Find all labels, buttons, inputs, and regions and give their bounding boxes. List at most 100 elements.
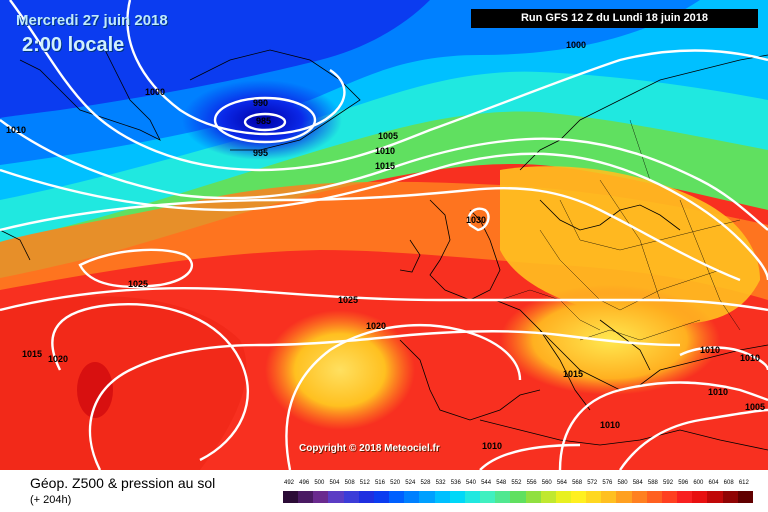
scale-swatch xyxy=(313,491,329,503)
scale-swatch xyxy=(434,491,450,503)
isobar-label: 1025 xyxy=(128,279,148,289)
isobar-label: 995 xyxy=(253,148,268,158)
isobar-label: 1000 xyxy=(566,40,586,50)
scale-swatch xyxy=(373,491,390,503)
scale-label: 500 xyxy=(314,480,325,486)
isobar-label: 1010 xyxy=(740,353,760,363)
isobar-label: 1015 xyxy=(375,161,395,171)
z500-band-deepblue xyxy=(0,0,430,118)
scale-swatch xyxy=(358,491,374,503)
isobar-label: 985 xyxy=(256,116,271,126)
isobar-labels: 1000 1000 1010 990 985 995 1005 1010 101… xyxy=(6,40,765,451)
isobar-label: 1010 xyxy=(600,420,620,430)
z500-band-red-west xyxy=(0,296,247,470)
scale-label: 552 xyxy=(511,480,522,486)
isobar-label: 1005 xyxy=(378,131,398,141)
scale-swatch xyxy=(283,491,299,503)
scale-label: 496 xyxy=(299,480,310,486)
forecast-date: Mercredi 27 juin 2018 xyxy=(16,12,168,29)
scale-swatch xyxy=(631,491,647,503)
scale-swatch xyxy=(343,491,359,503)
forecast-time: 2:00 locale xyxy=(22,34,125,56)
scale-label: 592 xyxy=(663,480,674,486)
scale-label: 536 xyxy=(450,480,461,486)
scale-label: 532 xyxy=(435,480,446,486)
scale-swatch xyxy=(737,491,753,503)
scale-label: 608 xyxy=(723,480,734,486)
scale-swatch xyxy=(480,491,496,503)
scale-swatch xyxy=(661,491,678,503)
scale-label: 564 xyxy=(556,480,567,486)
scale-swatch xyxy=(328,491,344,503)
isobar-label: 1010 xyxy=(375,146,395,156)
scale-label: 528 xyxy=(420,480,431,486)
scale-label: 588 xyxy=(647,480,658,486)
scale-label: 492 xyxy=(284,480,295,486)
scale-swatch xyxy=(677,491,693,503)
scale-swatch xyxy=(464,491,481,503)
isobars xyxy=(0,0,768,470)
scale-swatch xyxy=(722,491,738,503)
scale-label: 556 xyxy=(526,480,537,486)
isobar-label: 1010 xyxy=(700,345,720,355)
scale-label: 548 xyxy=(496,480,507,486)
isobar-label: 1010 xyxy=(708,387,728,397)
legend-footer: Géop. Z500 & pression au sol (+ 204h) 49… xyxy=(0,470,768,512)
scale-swatch xyxy=(540,491,556,503)
z500-dark-red-spot xyxy=(77,362,113,418)
scale-swatch xyxy=(419,491,435,503)
scale-label: 520 xyxy=(390,480,401,486)
scale-swatch xyxy=(646,491,662,503)
color-scale-labels: 492 496 500 504 508 512 516 520 524 528 532 536 540 5… xyxy=(283,480,753,490)
scale-label: 596 xyxy=(678,480,689,486)
color-scale-bar xyxy=(283,491,753,503)
isobar-label: 990 xyxy=(253,98,268,108)
scale-label: 560 xyxy=(541,480,552,486)
scale-label: 540 xyxy=(465,480,476,486)
scale-swatch xyxy=(510,491,526,503)
isobar-label: 1030 xyxy=(466,215,486,225)
scale-swatch xyxy=(601,491,617,503)
scale-label: 604 xyxy=(708,480,719,486)
copyright: Copyright © 2018 Meteociel.fr xyxy=(299,443,440,454)
coastlines xyxy=(0,39,768,451)
scale-label: 612 xyxy=(738,480,749,486)
isobar-label: 1000 xyxy=(145,87,165,97)
scale-swatch xyxy=(404,491,420,503)
scale-label: 512 xyxy=(359,480,370,486)
scale-swatch xyxy=(298,491,314,503)
scale-swatch xyxy=(555,491,571,503)
isobar-label: 1015 xyxy=(22,349,42,359)
scale-label: 516 xyxy=(374,480,385,486)
scale-label: 576 xyxy=(602,480,613,486)
scale-swatch xyxy=(570,491,587,503)
low-pressure-core xyxy=(182,80,342,160)
forecast-offset: (+ 204h) xyxy=(30,494,72,506)
scale-label: 572 xyxy=(587,480,598,486)
isobar-label: 1015 xyxy=(563,369,583,379)
isobar-label: 1020 xyxy=(48,354,68,364)
scale-label: 504 xyxy=(329,480,340,486)
scale-label: 580 xyxy=(617,480,628,486)
isobar-label: 1005 xyxy=(745,402,765,412)
scale-swatch xyxy=(525,491,541,503)
map-title: Géop. Z500 & pression au sol xyxy=(30,475,216,491)
scale-swatch xyxy=(389,491,405,503)
scale-label: 508 xyxy=(344,480,355,486)
weather-map: 1000 1000 1010 990 985 995 1005 1010 101… xyxy=(0,0,768,470)
map-canvas: 1000 1000 1010 990 985 995 1005 1010 101… xyxy=(0,0,768,470)
scale-swatch xyxy=(495,491,511,503)
scale-label: 544 xyxy=(481,480,492,486)
z500-azores-high xyxy=(265,310,415,430)
scale-swatch xyxy=(449,491,465,503)
scale-label: 568 xyxy=(572,480,583,486)
scale-swatch xyxy=(707,491,723,503)
isobar-label: 1010 xyxy=(6,125,26,135)
scale-swatch xyxy=(586,491,602,503)
scale-swatch xyxy=(616,491,632,503)
run-info: Run GFS 12 Z du Lundi 18 juin 2018 xyxy=(471,9,758,28)
scale-swatch xyxy=(692,491,708,503)
isobar-label: 1025 xyxy=(338,295,358,305)
isobar-label: 1020 xyxy=(366,321,386,331)
scale-label: 600 xyxy=(693,480,704,486)
